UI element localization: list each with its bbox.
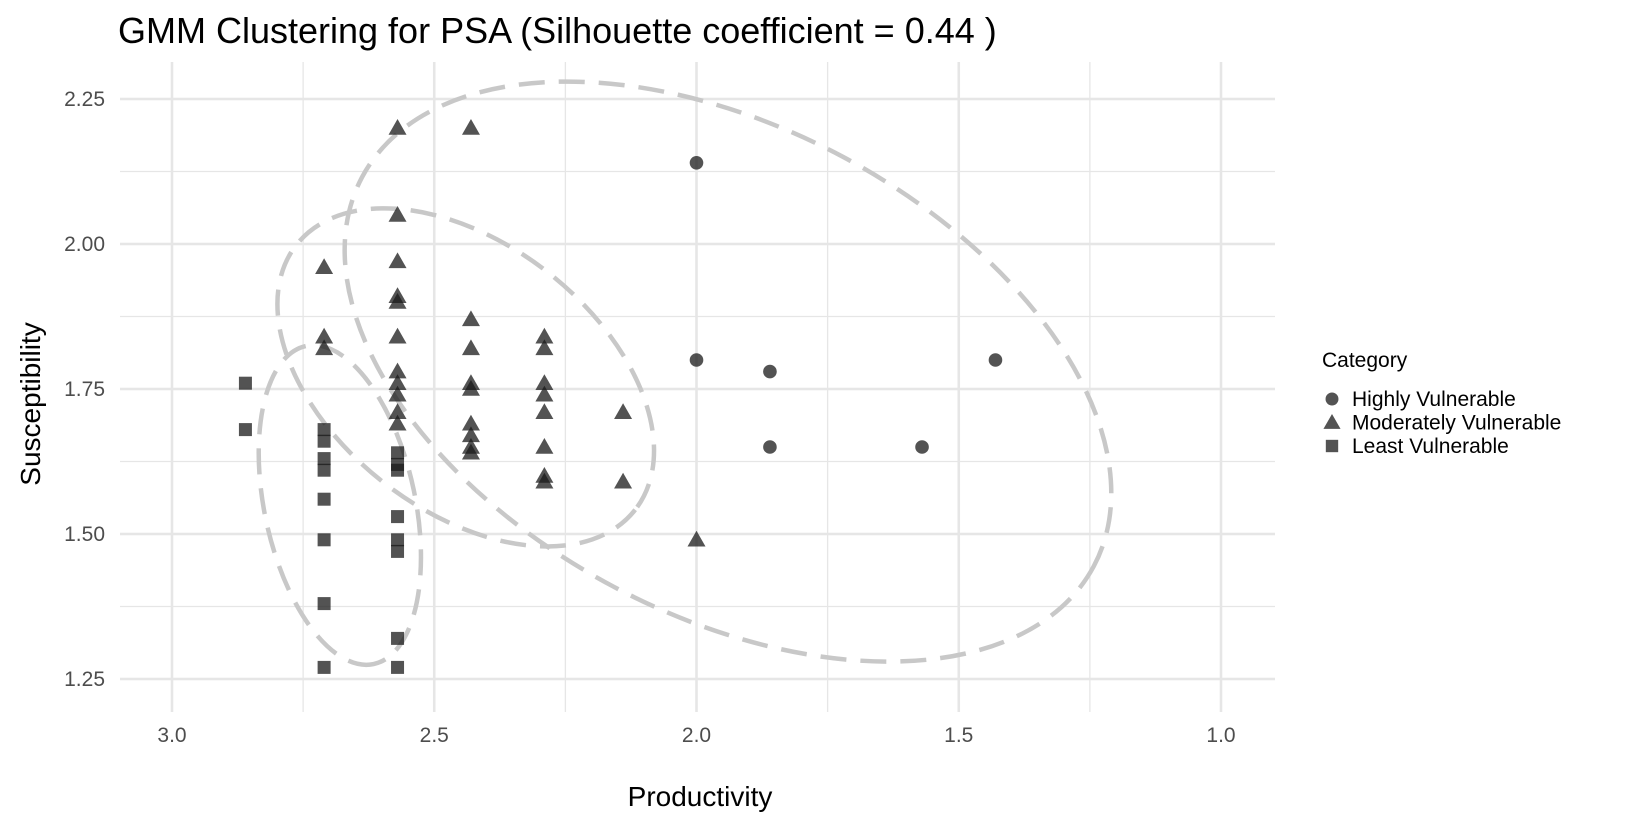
x-tick-label: 3.0 [157,724,186,747]
point-triangle [388,327,407,344]
point-circle [689,353,704,367]
y-tick-label: 1.75 [64,378,105,401]
y-tick-label: 2.25 [64,88,105,111]
x-tick-label: 1.5 [944,724,973,747]
point-triangle [388,119,407,135]
point-triangle [388,403,407,419]
y-axis-label: Susceptibility [15,322,46,485]
cluster-ellipse [342,79,1114,664]
axis-ticks: 3.0 2.5 2.0 1.5 1.0 1.25 1.50 1.75 2.00 2.25 [64,88,1235,747]
point-triangle [388,414,407,431]
point-triangle [535,374,554,390]
point-triangle [315,327,334,344]
legend-key-square [1325,439,1339,453]
point-triangle [315,339,334,356]
point-square [391,544,405,558]
point-triangle [535,339,554,356]
point-square [317,434,331,448]
point-circle [988,353,1003,367]
point-triangle [535,385,554,402]
chart-title: GMM Clustering for PSA (Silhouette coeff… [118,10,997,51]
x-tick-label: 2.0 [682,724,711,747]
point-square [317,463,331,477]
point-circle [689,156,704,170]
point-square [317,492,331,506]
point-triangle [461,443,480,460]
point-triangle [461,380,480,396]
point-triangle [535,403,554,419]
point-square [317,423,331,437]
point-triangle [461,426,480,443]
legend-label: Highly Vulnerable [1352,388,1516,411]
point-square [317,533,331,547]
legend-key-circle [1325,392,1339,406]
point-triangle [461,414,480,431]
x-tick-label: 1.0 [1206,724,1235,747]
point-triangle [461,119,480,135]
point-triangle [388,293,407,309]
point-square [391,533,405,547]
point-triangle [388,374,407,390]
point-square [317,660,331,674]
point-circle [763,440,777,454]
y-tick-label: 2.00 [64,233,105,256]
point-triangle [687,530,706,547]
point-square [238,423,252,437]
legend-key-triangle [1323,413,1341,429]
data-points [238,119,1003,674]
point-triangle [614,403,633,419]
point-triangle [614,472,633,489]
cluster-ellipse [256,342,424,668]
point-triangle [535,327,554,344]
point-triangle [535,438,554,454]
point-square [391,463,405,477]
point-triangle [461,310,480,327]
point-square [391,510,405,524]
point-square [317,597,331,611]
point-triangle [388,252,407,269]
point-square [391,631,405,645]
point-circle [763,364,777,379]
x-axis-label: Productivity [628,781,773,812]
y-tick-label: 1.50 [64,523,105,546]
point-square [317,452,331,466]
y-tick-label: 1.25 [64,668,105,691]
legend-label: Least Vulnerable [1352,435,1509,458]
point-triangle [535,472,554,489]
point-triangle [388,206,407,222]
cluster-ellipse [275,206,657,549]
legend-title: Category [1322,349,1408,372]
point-circle [915,440,929,454]
point-triangle [315,258,334,274]
point-triangle [388,362,407,379]
point-square [391,660,405,674]
point-triangle [461,339,480,356]
point-square [238,376,252,390]
point-triangle [388,385,407,402]
point-square [391,446,405,460]
x-tick-label: 2.5 [420,724,449,747]
legend-label: Moderately Vulnerable [1352,412,1561,435]
cluster-ellipses [256,79,1114,668]
